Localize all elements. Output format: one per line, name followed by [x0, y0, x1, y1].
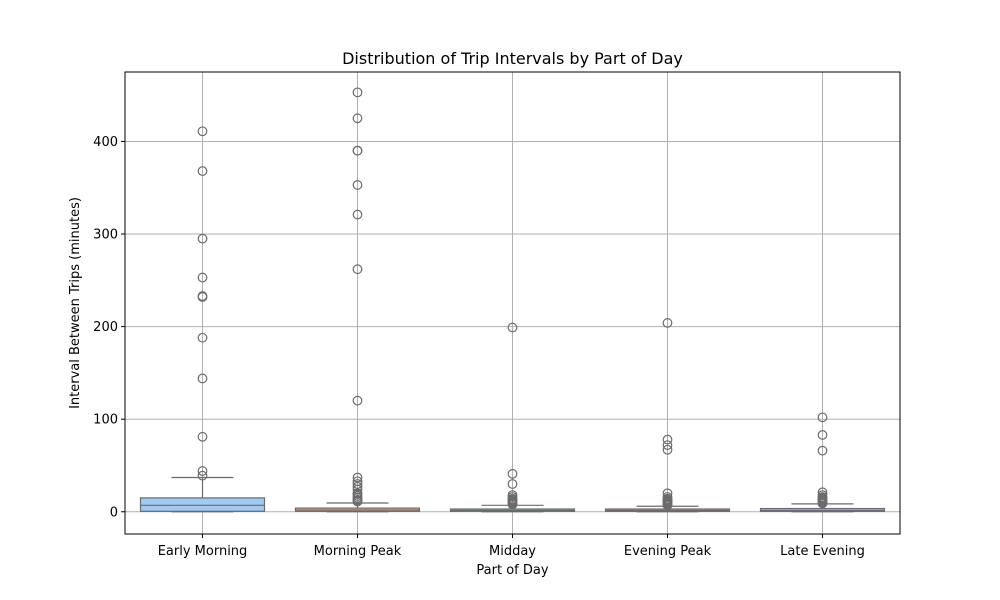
y-tick-label: 300 [93, 228, 118, 243]
box-group [604, 318, 731, 513]
chart-title: Distribution of Trip Intervals by Part o… [342, 49, 683, 68]
box-group [294, 87, 421, 513]
outlier-point [507, 468, 518, 479]
outlier-point [352, 264, 363, 275]
outlier-point [197, 126, 208, 137]
x-tick-label: Late Evening [780, 544, 865, 559]
outlier-point [197, 272, 208, 283]
outlier-point [817, 498, 828, 509]
outlier-point [662, 444, 673, 455]
x-tick-label: Evening Peak [624, 544, 712, 559]
outlier-point [352, 496, 363, 507]
outlier-point [197, 466, 208, 476]
outlier-point [197, 373, 208, 384]
outlier-point [662, 440, 673, 451]
y-tick-label: 100 [93, 413, 118, 428]
x-tick-label: Morning Peak [314, 544, 402, 559]
outlier-point [662, 434, 673, 445]
grid-lines [125, 72, 900, 534]
outlier-point [197, 470, 208, 481]
box-group [449, 322, 576, 513]
y-tick-label: 200 [93, 320, 118, 335]
outlier-point [352, 180, 363, 190]
outlier-point [352, 113, 363, 124]
outlier-point [352, 395, 363, 406]
outlier-point [662, 318, 673, 328]
y-axis-label: Interval Between Trips (minutes) [68, 197, 83, 409]
outlier-point [507, 322, 518, 333]
x-tick-label: Early Morning [158, 544, 248, 559]
box-group [139, 126, 266, 513]
outlier-point [507, 479, 518, 489]
x-axis-label: Part of Day [476, 563, 548, 578]
outlier-point [352, 209, 363, 220]
outlier-point [197, 233, 208, 244]
outlier-point [352, 479, 363, 489]
outlier-point [197, 332, 208, 343]
y-tick-label: 0 [110, 505, 118, 520]
outlier-point [352, 481, 363, 492]
x-tick-label: Midday [489, 544, 536, 559]
box-group [759, 412, 886, 513]
outlier-point [817, 445, 828, 456]
box-iqr [139, 497, 266, 512]
outlier-point [197, 431, 208, 442]
y-tick-label: 400 [93, 135, 118, 150]
outlier-point [352, 472, 363, 483]
x-axis-ticks: Early Morning Morning Peak Midday Evening P… [158, 534, 865, 559]
y-axis-ticks: 0 100 200 300 400 [93, 135, 125, 520]
outlier-point [662, 500, 673, 511]
outlier-point [817, 430, 828, 440]
outlier-point [507, 499, 518, 510]
outlier-point [817, 412, 828, 423]
outlier-point [352, 145, 363, 156]
outlier-point [352, 87, 363, 98]
outlier-point [197, 292, 208, 302]
outlier-point [197, 166, 208, 176]
box-series [139, 87, 886, 513]
